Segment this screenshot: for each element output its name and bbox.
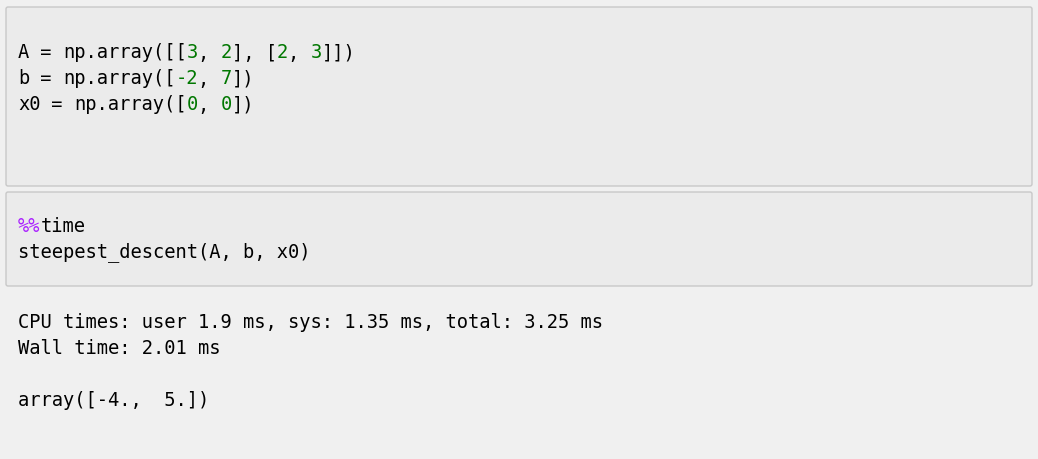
- Text: ,: ,: [288, 44, 310, 62]
- Text: b: b: [18, 69, 29, 88]
- Text: time: time: [40, 216, 85, 235]
- Text: array([-4.,  5.]): array([-4., 5.]): [18, 391, 210, 409]
- Text: CPU times: user 1.9 ms, sys: 1.35 ms, total: 3.25 ms: CPU times: user 1.9 ms, sys: 1.35 ms, to…: [18, 313, 603, 332]
- Text: ]): ]): [231, 69, 254, 88]
- FancyBboxPatch shape: [6, 8, 1032, 187]
- Text: np.array([: np.array([: [63, 69, 175, 88]
- Text: np.array([: np.array([: [75, 95, 187, 114]
- FancyBboxPatch shape: [6, 193, 1032, 286]
- Text: =: =: [40, 95, 75, 114]
- Text: 3: 3: [187, 44, 198, 62]
- Text: ]): ]): [231, 95, 254, 114]
- Text: 0: 0: [220, 95, 231, 114]
- Text: x0: x0: [18, 95, 40, 114]
- Text: ], [: ], [: [231, 44, 277, 62]
- Text: 0: 0: [187, 95, 198, 114]
- Text: ,: ,: [198, 44, 220, 62]
- Text: A: A: [18, 44, 29, 62]
- Text: ,: ,: [198, 69, 220, 88]
- Text: ,: ,: [198, 95, 220, 114]
- Text: Wall time: 2.01 ms: Wall time: 2.01 ms: [18, 339, 220, 358]
- Text: %%: %%: [18, 216, 40, 235]
- Text: =: =: [29, 44, 63, 62]
- Text: 7: 7: [220, 69, 231, 88]
- Text: =: =: [29, 69, 63, 88]
- Text: 3: 3: [310, 44, 322, 62]
- Text: np.array([[: np.array([[: [63, 44, 187, 62]
- Text: steepest_descent(A, b, x0): steepest_descent(A, b, x0): [18, 241, 310, 261]
- Text: ]]): ]]): [322, 44, 355, 62]
- Text: 2: 2: [277, 44, 288, 62]
- Text: 2: 2: [220, 44, 231, 62]
- Text: -2: -2: [175, 69, 198, 88]
